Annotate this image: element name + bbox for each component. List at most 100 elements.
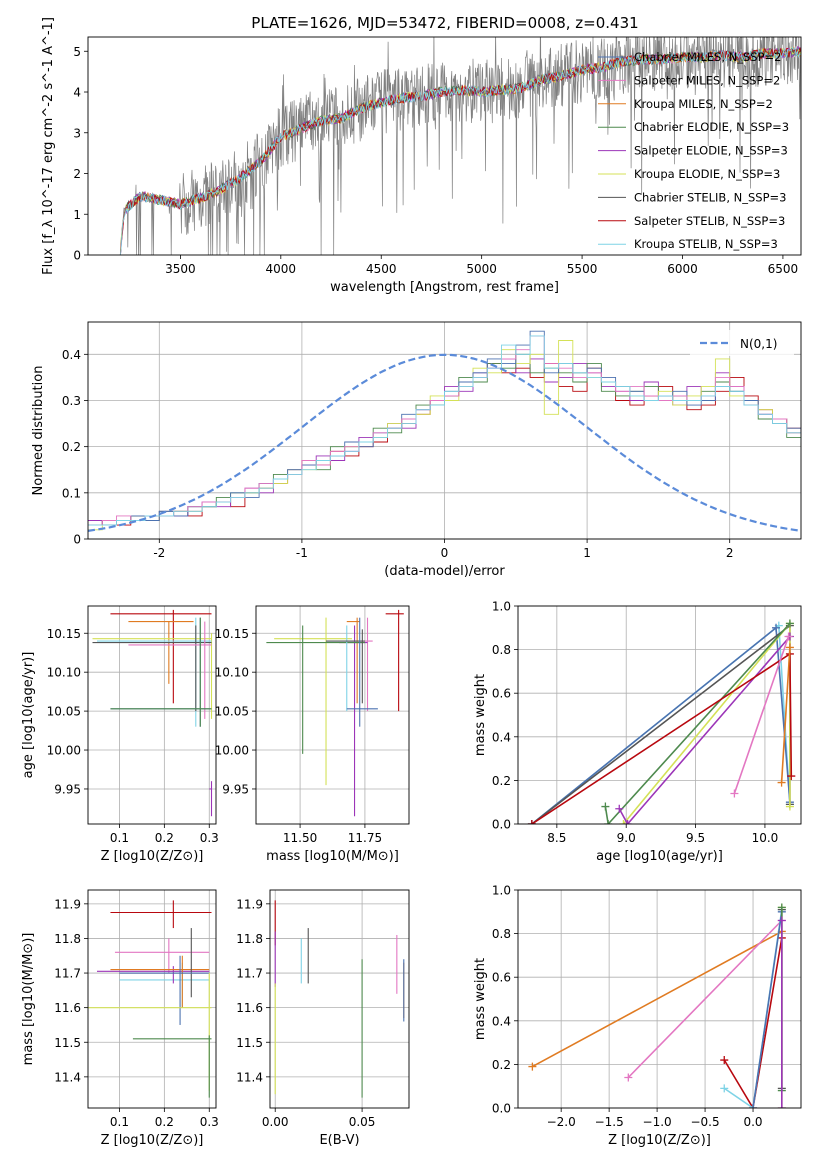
series-chabrier-stelib (527, 621, 794, 824)
series-salpeter-stelib (527, 649, 796, 824)
series-line (532, 930, 783, 1068)
y-tick-label: 0.6 (492, 687, 511, 701)
plot-area (528, 903, 786, 1108)
x-tick-label: 9.0 (617, 831, 636, 845)
y-tick-label: 0.0 (492, 818, 511, 832)
y-tick-label: 10.10 (215, 666, 249, 680)
y-tick-label: 4 (73, 86, 81, 100)
axes-border (517, 889, 802, 1109)
y-tick-label: 10.05 (47, 705, 81, 719)
errorbar-salpeter-miles (114, 938, 210, 974)
series-marker (777, 916, 786, 925)
y-tick-label: 1 (73, 208, 81, 222)
x-tick-label: 6000 (667, 262, 698, 276)
x-tick-label: 0.0 (743, 1115, 762, 1129)
x-tick-label: 0.2 (155, 1115, 174, 1129)
axes-frame: -2 -1 0 1 2 0 0.1 0.2 0.3 0.4 (data-model)/error No… (31, 321, 802, 579)
series-marker (772, 623, 781, 632)
histogram-salpeter-stelib (88, 363, 801, 526)
mass-weight-vs-age-plot: 8.5 9.0 9.5 10.0 0.0 0.2 0.4 0.6 0.8 1.0 age [log1… (473, 600, 802, 864)
errorbar-kroupa-elodie (88, 973, 212, 1091)
x-tick-label: 0.05 (349, 1115, 376, 1129)
errorbar-salpeter-elodie (209, 781, 213, 817)
x-tick-label: 1 (583, 546, 591, 560)
y-axis-label: Normed distribution (31, 366, 46, 496)
series-marker (720, 1084, 729, 1093)
y-tick-label: 11.9 (54, 897, 81, 911)
y-tick-label: 11.7 (236, 967, 263, 981)
axes-frame: 0.1 0.2 0.3 9.95 10.00 10.05 10.10 10.15 Z [log1… (21, 605, 219, 864)
model-line-kroupa-stelib (120, 46, 801, 255)
mass-weight-vs-metallicity-plot: −2.0 −1.5 −1.0 −0.5 0.0 0.0 0.2 0.4 0.6 0.8 1.0 Z [… (473, 884, 802, 1148)
y-tick-label: 2 (73, 167, 81, 181)
y-tick-label: 11.6 (236, 1001, 263, 1015)
x-axis-label: Z [log10(Z/Z⊙)] (608, 1133, 711, 1148)
axes-border (87, 889, 217, 1109)
gaussian-curve (88, 353, 801, 532)
errorbar-chabrier-elodie (132, 1035, 212, 1098)
series-marker (749, 1104, 758, 1108)
x-tick-label: 8.5 (547, 831, 566, 845)
y-tick-label: 0 (73, 249, 81, 263)
mass-vs-ebv-plot: 0.00 0.05 11.4 11.5 11.6 11.7 11.8 11.9 E(B-V) (236, 889, 410, 1148)
age-vs-metallicity-plot: 0.1 0.2 0.3 9.95 10.00 10.05 10.10 10.15 Z [log1… (21, 605, 219, 864)
axes-border (255, 605, 410, 825)
x-tick-label: −2.0 (547, 1115, 576, 1129)
series-marker (619, 820, 628, 824)
series-marker (527, 820, 536, 824)
x-tick-label: 0.1 (110, 1115, 129, 1129)
errorbar-chabrier-elodie (110, 617, 212, 727)
y-tick-label: 10.15 (215, 627, 249, 641)
series-marker (624, 1073, 633, 1082)
x-tick-label: 0.2 (155, 831, 174, 845)
figure-title: PLATE=1626, MJD=53472, FIBERID=0008, z=0… (251, 14, 638, 32)
spectrum-legend: Chabrier MILES, N_SSP=2 Salpeter MILES, N… (598, 50, 789, 251)
errorbar-kroupa-elodie (92, 633, 213, 719)
grid-lines (88, 890, 216, 1108)
series-marker (730, 789, 739, 798)
x-tick-label: −1.0 (643, 1115, 672, 1129)
x-tick-label: 6500 (768, 262, 799, 276)
series-line (604, 622, 791, 824)
histogram-salpeter-miles (88, 335, 801, 526)
errorbar-salpeter-miles (128, 621, 212, 719)
axes-border (87, 605, 217, 825)
series-kroupa-miles (777, 643, 794, 787)
y-tick-label: 10.10 (47, 666, 81, 680)
y-tick-label: 11.8 (54, 932, 81, 946)
y-tick-label: 0.2 (492, 774, 511, 788)
y-tick-label: 9.95 (222, 782, 249, 796)
y-tick-label: 3 (73, 126, 81, 140)
errorbar-kroupa-miles (128, 621, 194, 684)
y-tick-label: 0.8 (492, 927, 511, 941)
legend-label: Chabrier ELODIE, N_SSP=3 (634, 120, 789, 134)
y-tick-label: 0.2 (492, 1058, 511, 1072)
histogram-kroupa-elodie (88, 340, 801, 531)
x-tick-label: −1.5 (595, 1115, 624, 1129)
plot-area (88, 330, 801, 532)
legend-label: Salpeter MILES, N_SSP=2 (634, 73, 780, 87)
y-tick-label: 11.7 (54, 967, 81, 981)
x-tick-label: 9.5 (686, 831, 705, 845)
y-tick-label: 10.00 (215, 744, 249, 758)
plot-area (119, 37, 801, 255)
series-marker (784, 632, 793, 641)
errorbar-kroupa-elodie (274, 617, 352, 786)
series-marker (623, 820, 632, 824)
histogram-kroupa-stelib (88, 335, 801, 526)
series-line (752, 911, 783, 1108)
axes-border (87, 321, 802, 540)
y-axis-label: age [log10(age/yr)] (21, 652, 36, 779)
legend-label: N(0,1) (740, 337, 777, 351)
x-tick-label: 11.75 (348, 831, 382, 845)
series-salpeter-elodie (777, 916, 786, 1108)
series-line (723, 937, 783, 1108)
series-salpeter-miles (730, 632, 793, 798)
x-axis-label: Z [log10(Z/Z⊙)] (101, 1133, 204, 1148)
x-tick-label: −0.5 (690, 1115, 719, 1129)
axes-frame: 0.00 0.05 11.4 11.5 11.6 11.7 11.8 11.9 E(B-V) (236, 889, 410, 1148)
y-tick-label: 1.0 (492, 600, 511, 614)
errorbar-salpeter-stelib (385, 609, 404, 712)
series-marker (777, 778, 786, 787)
